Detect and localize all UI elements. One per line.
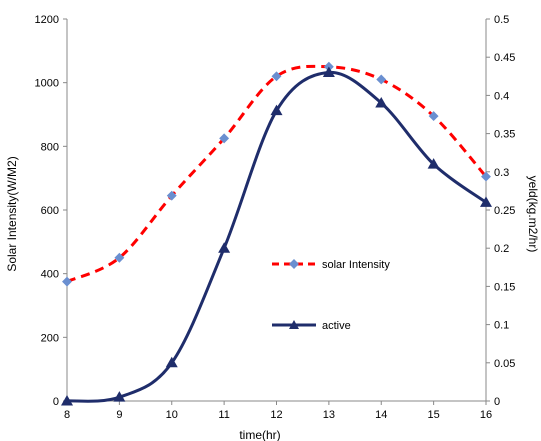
y-right-tick-label: 0.05 — [494, 358, 515, 370]
y-right-tick-label: 0.25 — [494, 205, 515, 217]
y-left-tick-label: 400 — [41, 269, 59, 281]
x-tick-label: 10 — [166, 409, 178, 421]
data-point-active — [113, 391, 126, 402]
legend: solar Intensity active — [272, 259, 390, 332]
data-point-active — [270, 104, 283, 116]
series-line-solar-intensity — [66, 64, 488, 283]
y-right-tick-label: 0.4 — [494, 90, 509, 102]
y-left-axis-title: Solar Intensity(W/M2) — [5, 156, 19, 271]
x-tick-label: 15 — [428, 409, 440, 421]
y-right-tick-label: 0.45 — [494, 52, 515, 64]
x-axis-title: time(hr) — [239, 428, 280, 441]
data-point-active — [61, 395, 73, 406]
y-right-tick-label: 0.5 — [494, 14, 509, 26]
data-point-active — [165, 356, 178, 368]
y-left-tick-label: 1000 — [35, 78, 59, 90]
y-right-tick-label: 0.1 — [494, 320, 509, 332]
series-markers — [61, 61, 492, 406]
x-tick-label: 13 — [323, 409, 335, 421]
y-left-tick-label: 0 — [53, 396, 59, 408]
legend-marker-solar-intensity — [289, 259, 299, 269]
series-line-active — [66, 70, 487, 403]
y-right-tick-label: 0.3 — [494, 167, 509, 179]
y-left-tick-label: 600 — [41, 205, 59, 217]
data-point-active — [427, 158, 440, 169]
y-left-tick-label: 200 — [41, 332, 59, 344]
x-tick-label: 12 — [270, 409, 282, 421]
series-lines — [66, 64, 488, 403]
data-point-solar-intensity — [481, 171, 491, 182]
data-point-active — [218, 242, 231, 253]
data-point-solar-intensity — [376, 74, 387, 85]
y-right-tick-label: 0.15 — [494, 281, 515, 293]
axes: 8 9 10 11 12 13 14 15 1602004006008001000120000.… — [35, 14, 516, 421]
legend-label-active: active — [322, 320, 351, 332]
y-left-tick-label: 1200 — [35, 14, 59, 26]
data-point-solar-intensity — [219, 133, 230, 144]
y-right-tick-label: 0.2 — [494, 243, 509, 255]
data-point-solar-intensity — [62, 276, 72, 287]
x-tick-label: 9 — [116, 409, 122, 421]
data-point-active — [322, 66, 335, 77]
data-point-active — [375, 97, 388, 108]
legend-label-solar-intensity: solar Intensity — [322, 259, 390, 271]
legend-marker-active — [289, 320, 299, 329]
x-tick-label: 16 — [480, 409, 492, 421]
x-tick-label: 14 — [375, 409, 387, 421]
y-right-axis-title: yeld(kg.m2/hr) — [526, 176, 540, 253]
x-tick-label: 8 — [64, 409, 70, 421]
data-point-solar-intensity — [166, 190, 177, 201]
data-point-active — [480, 196, 492, 207]
y-left-tick-label: 800 — [41, 141, 59, 153]
y-right-tick-label: 0 — [494, 396, 500, 408]
y-right-tick-label: 0.35 — [494, 129, 515, 141]
x-tick-label: 11 — [218, 409, 229, 421]
